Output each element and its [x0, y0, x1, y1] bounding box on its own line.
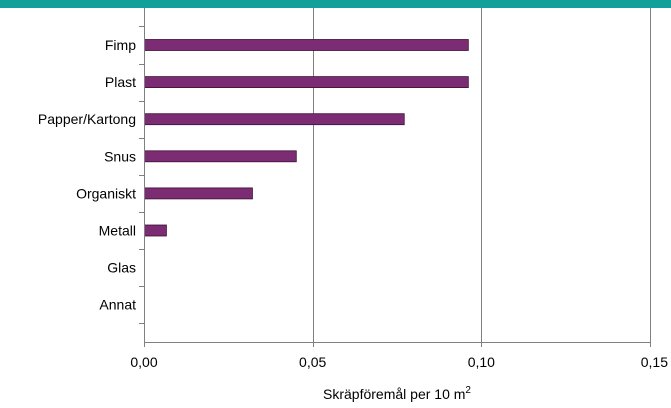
x-tick-label: 0,10: [468, 354, 495, 370]
x-axis-title-superscript: 2: [465, 385, 471, 396]
category-label: Plast: [105, 74, 136, 90]
bars: [144, 39, 469, 237]
category-label: Papper/Kartong: [38, 111, 136, 127]
x-tick-label: 0,00: [130, 354, 157, 370]
category-label: Annat: [99, 297, 136, 313]
bar-0: [144, 39, 469, 51]
bar-5: [144, 224, 167, 237]
x-tick-label: 0,15: [641, 354, 668, 370]
axes: [139, 8, 651, 347]
gridlines: [313, 8, 651, 342]
category-labels: Fimp Plast Papper/Kartong Snus Organiskt Meta…: [38, 37, 136, 313]
category-label: Organiskt: [76, 185, 136, 201]
bar-2: [144, 113, 405, 126]
category-label: Fimp: [105, 37, 136, 53]
bar-1: [144, 76, 469, 88]
category-label: Glas: [107, 260, 136, 276]
category-label: Snus: [104, 148, 136, 164]
bar-3: [144, 150, 297, 163]
x-axis-title-text: Skräpföremål per 10 m: [323, 386, 465, 402]
tick-labels: 0,00 0,05 0,10 0,15: [130, 354, 668, 370]
category-label: Metall: [99, 223, 136, 239]
x-axis-title: Skräpföremål per 10 m2: [323, 385, 471, 402]
top-accent-band: [0, 0, 671, 8]
x-tick-label: 0,05: [299, 354, 326, 370]
bar-4: [144, 187, 253, 200]
